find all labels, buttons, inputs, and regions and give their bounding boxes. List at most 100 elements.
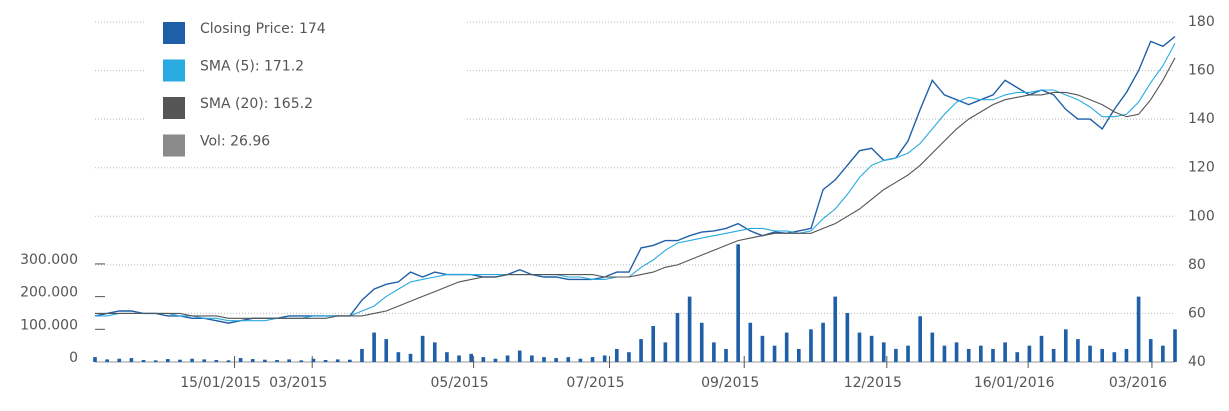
legend: Closing Price: 174 SMA (5): 171.2 SMA (20)…	[145, 14, 465, 164]
volume-bar	[687, 296, 692, 362]
y2-tick-label: 160	[1188, 63, 1215, 79]
volume-bar	[517, 350, 522, 362]
volume-bar	[1100, 348, 1105, 362]
volume-bar	[1027, 345, 1032, 362]
volume-bar	[699, 322, 704, 362]
volume-bar	[991, 348, 995, 362]
volume-bar	[554, 358, 558, 362]
volume-bar	[881, 342, 886, 362]
volume-bar	[857, 332, 862, 362]
volume-bar	[360, 348, 364, 362]
volume-bar	[1136, 296, 1141, 362]
volume-bar	[578, 358, 583, 362]
volume-bar	[821, 322, 825, 362]
volume-bar	[396, 352, 401, 362]
volume-bar	[372, 332, 376, 362]
volume-bar	[918, 316, 922, 362]
x-tick-label: 07/2015	[566, 375, 624, 391]
volume-bar	[287, 359, 291, 362]
volume-bar	[384, 339, 389, 362]
x-tick-label: 12/2015	[844, 375, 902, 391]
volume-bar	[105, 359, 109, 362]
volume-bar	[153, 360, 158, 362]
volume-bar	[1039, 335, 1044, 362]
volume-bar	[736, 244, 740, 362]
volume-bar	[202, 359, 207, 362]
volume-bar	[226, 360, 231, 362]
volume-bar	[238, 358, 243, 362]
volume-bar	[445, 352, 449, 362]
x-tick-label: 15/01/2015	[180, 375, 261, 391]
volume-bar	[1112, 352, 1117, 362]
volume-bar	[639, 339, 643, 362]
volume-bar	[141, 360, 146, 362]
volume-bar	[311, 358, 316, 362]
volume-bar	[1015, 352, 1020, 362]
volume-bar	[942, 345, 947, 362]
volume-bar	[214, 360, 219, 362]
x-tick-label: 03/2015	[269, 375, 327, 391]
legend-swatch	[163, 97, 185, 119]
volume-bar	[530, 355, 534, 362]
volume-bar	[712, 342, 716, 362]
volume-bar	[348, 359, 352, 362]
y2-tick-label: 40	[1188, 354, 1206, 370]
x-tick-label: 09/2015	[701, 375, 759, 391]
volume-bar	[845, 312, 850, 362]
volume-bar	[335, 359, 340, 362]
volume-bar	[979, 345, 983, 362]
volume-bar	[542, 357, 546, 362]
volume-bar	[590, 357, 595, 362]
y2-tick-label: 100	[1188, 208, 1215, 224]
volume-bar	[1124, 348, 1129, 362]
y2-tick-label: 120	[1188, 160, 1215, 176]
volume-bar	[906, 345, 910, 362]
volume-bar	[117, 358, 122, 362]
volume-bar	[724, 348, 728, 362]
price-line	[95, 57, 1176, 319]
volume-bar	[894, 348, 898, 362]
volume-bar	[797, 348, 801, 362]
x-tick-label: 03/2016	[1109, 375, 1167, 391]
y-tick-label: 0	[69, 350, 78, 366]
volume-bar	[469, 353, 473, 362]
x-tick-label: 05/2015	[431, 375, 489, 391]
y2-tick-label: 60	[1188, 305, 1206, 321]
legend-label: Vol: 26.96	[200, 134, 270, 150]
y-tick-label: 300.000	[20, 252, 78, 268]
volume-bar	[165, 359, 170, 362]
volume-bar	[263, 359, 267, 362]
legend-label: SMA (20): 165.2	[200, 96, 313, 112]
volume-bar	[1051, 348, 1056, 362]
volume-bar	[129, 358, 134, 362]
volume-bar	[481, 357, 486, 362]
volume-bar	[1161, 345, 1165, 362]
volume-bar	[869, 335, 874, 362]
volume-bar	[760, 335, 765, 362]
volume-bar	[178, 359, 182, 362]
legend-background	[145, 14, 465, 164]
volume-bar	[833, 296, 838, 362]
legend-swatch	[163, 59, 185, 82]
volume-bar	[602, 355, 607, 362]
x-tick-label: 16/01/2016	[974, 375, 1055, 391]
volume-bar	[299, 360, 304, 362]
volume-bar	[93, 357, 97, 362]
volume-bar	[432, 342, 437, 362]
volume-bar	[1063, 329, 1068, 362]
legend-swatch	[163, 134, 185, 157]
volume-bar	[809, 329, 813, 362]
y2-tick-label: 80	[1188, 257, 1206, 273]
volume-bar	[784, 332, 789, 362]
volume-bar	[663, 342, 668, 362]
volume-bar	[493, 358, 498, 362]
volume-bar	[250, 359, 255, 362]
volume-bar	[614, 348, 619, 362]
y2-tick-label: 180	[1188, 14, 1215, 30]
volume-bar	[627, 352, 631, 362]
legend-label: Closing Price: 174	[200, 21, 326, 37]
volume-bar	[954, 342, 959, 362]
volume-bar	[190, 358, 194, 362]
volume-bar	[275, 360, 279, 362]
